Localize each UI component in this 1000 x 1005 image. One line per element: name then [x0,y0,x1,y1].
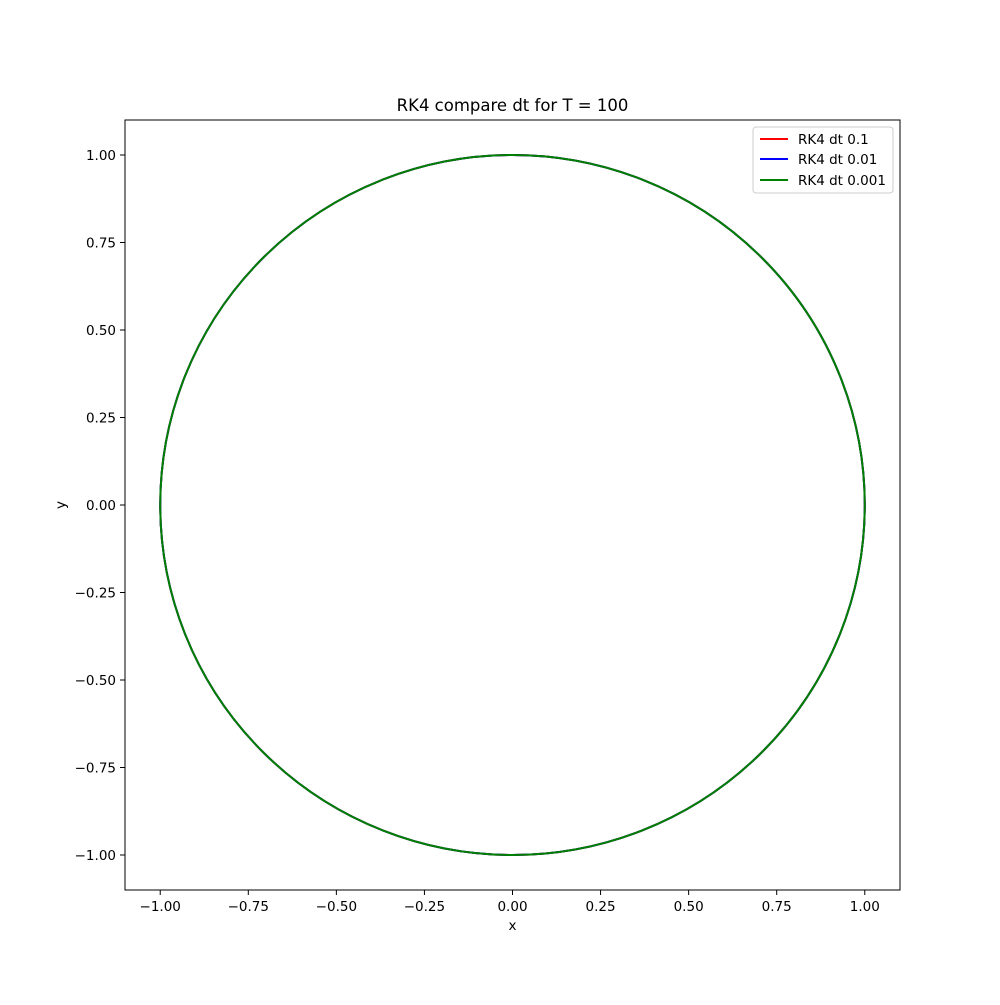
y-tick-label: 1.00 [86,148,116,164]
x-tick-label: −0.75 [228,899,269,915]
y-tick-label: 0.75 [86,236,116,252]
y-tick-label: −0.50 [75,673,116,689]
legend: RK4 dt 0.1 RK4 dt 0.01 RK4 dt 0.001 [752,126,894,194]
y-tick-label: 0.50 [86,323,116,339]
x-tick-label: 0.50 [674,899,704,915]
y-tick-label: −0.75 [75,761,116,777]
legend-label-rk4-dt-0-001: RK4 dt 0.001 [798,173,886,189]
y-tick-label: −1.00 [75,848,116,864]
x-tick-label: 1.00 [850,899,880,915]
series-layer [159,154,866,856]
x-axis-label: x [509,918,517,934]
legend-label-rk4-dt-0-1: RK4 dt 0.1 [798,132,869,148]
y-axis-ticks: −1.00 −0.75 −0.50 −0.25 0.00 0.25 0.50 0.75 1.00 [75,148,125,864]
x-tick-label: 0.00 [497,899,527,915]
legend-label-rk4-dt-0-01: RK4 dt 0.01 [798,152,877,168]
legend-frame [752,126,894,194]
y-axis-label: y [53,501,69,509]
x-tick-label: 0.25 [586,899,616,915]
y-tick-label: −0.25 [75,586,116,602]
y-tick-label: 0.25 [86,411,116,427]
x-tick-label: −1.00 [140,899,181,915]
chart-title: RK4 compare dt for T = 100 [397,96,629,115]
series-line-rk4-dt-0-001 [159,154,866,856]
x-tick-label: 0.75 [762,899,792,915]
x-tick-label: −0.25 [404,899,445,915]
plot-area [125,120,900,890]
x-tick-label: −0.50 [316,899,357,915]
y-tick-label: 0.00 [86,498,116,514]
x-axis-ticks: −1.00 −0.75 −0.50 −0.25 0.00 0.25 0.50 0.75 1.00 [140,890,880,915]
